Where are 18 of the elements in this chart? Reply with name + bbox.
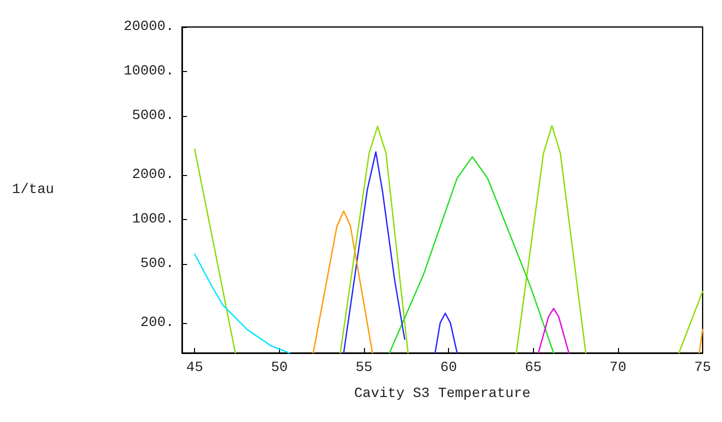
y-axis-title: 1/tau	[12, 182, 54, 198]
x-tick-label: 65	[524, 360, 542, 376]
x-tick-label: 75	[694, 360, 712, 376]
y-tick-label: 1000.	[132, 211, 174, 228]
x-tick-label: 70	[610, 360, 626, 376]
x-tick-label: 45	[186, 360, 204, 376]
y-tick-label: 500.	[140, 256, 174, 272]
y-tick-label: 200.	[140, 314, 174, 331]
x-axis-title: Cavity S3 Temperature	[354, 386, 531, 402]
x-tick-label: 60	[440, 360, 458, 376]
y-tick-label: 2000.	[132, 166, 174, 183]
line-series	[194, 253, 290, 354]
x-tick-label: 55	[356, 360, 372, 376]
y-tick-label: 20000.	[124, 19, 174, 35]
y-tick-label: 5000.	[132, 108, 174, 124]
line-series	[388, 156, 554, 354]
y-tick-label: 10000.	[124, 64, 174, 80]
x-tick-label: 50	[270, 360, 288, 376]
